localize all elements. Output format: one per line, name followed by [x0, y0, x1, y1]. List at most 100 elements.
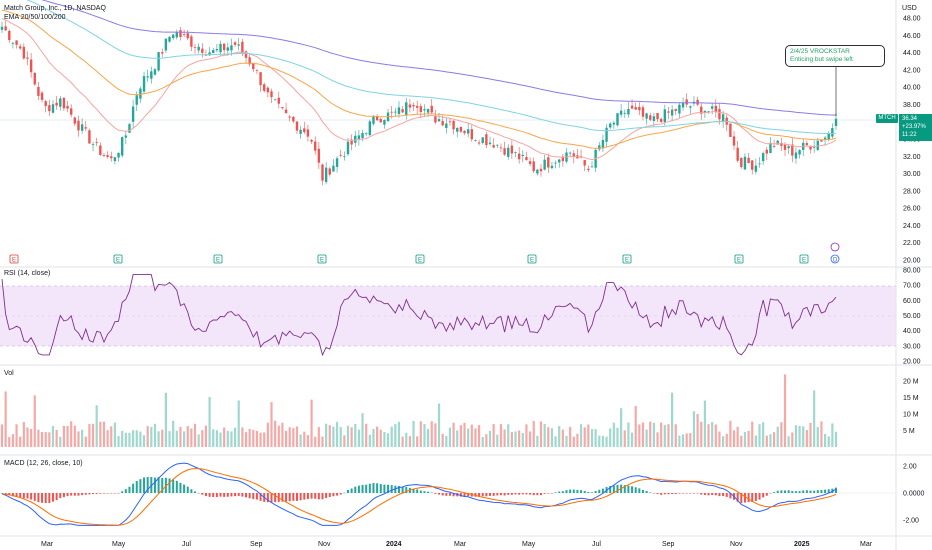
macd-bar [536, 493, 539, 496]
macd-bar [572, 489, 575, 493]
volume-bar [459, 425, 462, 447]
macd-bar [758, 493, 761, 500]
volume-bar [33, 395, 36, 447]
macd-bar [448, 493, 451, 496]
macd-bar [510, 493, 513, 495]
volume-bar [157, 431, 160, 447]
macd-bar [325, 493, 328, 499]
volume-bar [73, 425, 76, 447]
candle-body [747, 157, 750, 164]
macd-bar [121, 491, 124, 493]
vol-tick: 5 M [903, 428, 915, 435]
candle-body [507, 147, 510, 157]
volume-bar [798, 425, 801, 447]
earnings-marker [113, 254, 123, 264]
volume-bar [95, 405, 98, 447]
macd-bar [598, 489, 601, 493]
macd-bar [146, 477, 149, 493]
volume-bar [539, 421, 543, 447]
earnings-marker [213, 254, 223, 264]
macd-pane[interactable] [0, 462, 896, 526]
volume-bar [368, 434, 371, 447]
volume-bar [59, 436, 62, 447]
volume-bar [630, 432, 634, 447]
volume-bar [561, 429, 564, 447]
macd-bar [168, 478, 171, 493]
volume-bar [477, 425, 481, 447]
macd-bar [110, 493, 113, 494]
volume-bar [510, 432, 513, 447]
candle-body [623, 112, 626, 114]
macd-bar [190, 489, 193, 493]
volume-bar [55, 429, 58, 447]
volume-bar [423, 423, 426, 447]
macd-bar [226, 493, 229, 497]
macd-bar [438, 493, 441, 495]
volume-bar [620, 408, 623, 447]
macd-bar [525, 493, 528, 495]
candle-body [405, 102, 408, 115]
price-tick: 44.00 [903, 50, 921, 57]
macd-bar [743, 493, 746, 503]
annotation-note[interactable]: 2/4/25 VROCKSTAR Enticing but swipe left [785, 45, 885, 67]
candle-body [550, 165, 554, 169]
macd-bar [15, 493, 18, 497]
macd-bar [357, 485, 360, 493]
macd-bar [113, 493, 116, 494]
macd-bar [747, 493, 750, 503]
volume-bar [121, 430, 124, 447]
volume-bar [357, 429, 361, 447]
candle-body [303, 128, 306, 133]
macd-bar [48, 493, 51, 504]
volume-bar [303, 431, 306, 447]
candle-body [710, 106, 714, 109]
volume-bar [816, 427, 819, 447]
candle-body [583, 160, 586, 166]
candle-body [525, 157, 528, 161]
volume-bar [427, 428, 430, 447]
candle-body [4, 26, 7, 31]
candle-body [255, 69, 259, 71]
volume-bar [532, 421, 535, 447]
volume-bar [117, 436, 120, 447]
macd-bar [631, 486, 634, 493]
macd-bar [266, 493, 269, 503]
volume-bar [91, 423, 95, 447]
volume-bar [146, 426, 149, 447]
rsi-legend: RSI (14, close) [4, 270, 50, 277]
candle-body [139, 88, 142, 99]
macd-bar [700, 493, 703, 495]
candle-body [652, 116, 656, 121]
time-tick: Mar [41, 541, 54, 548]
volume-bar [496, 434, 499, 447]
candle-body [488, 142, 492, 145]
macd-bar [496, 493, 499, 496]
macd-bar [153, 477, 156, 493]
macd-bar [656, 493, 659, 494]
price-tick: 40.00 [903, 85, 921, 92]
candle-body [73, 117, 77, 124]
candle-body [641, 107, 645, 117]
candle-body [459, 126, 463, 132]
macd-bar [328, 493, 331, 498]
macd-bar [212, 493, 215, 498]
macd-bar [354, 486, 357, 493]
macd-scale: 2.00 0.0000 -2.00 [903, 464, 925, 525]
volume-bar [343, 435, 346, 447]
rsi-pane[interactable] [0, 274, 896, 357]
volume-bar [201, 430, 204, 447]
volume-bar [277, 425, 280, 447]
volume-bar [609, 428, 612, 447]
candle-body [627, 108, 630, 115]
candle-body [732, 136, 736, 146]
volume-bar [164, 392, 167, 447]
rsi-scale: 80.00 70.00 60.00 50.00 40.00 30.00 20.00 [903, 268, 921, 366]
volume-pane[interactable] [0, 374, 838, 447]
volume-bar [99, 421, 102, 447]
volume-bar [215, 430, 218, 447]
candle-body [270, 91, 273, 98]
macd-bar [343, 492, 346, 494]
price-pane[interactable] [0, 0, 896, 262]
macd-bar [623, 485, 626, 493]
